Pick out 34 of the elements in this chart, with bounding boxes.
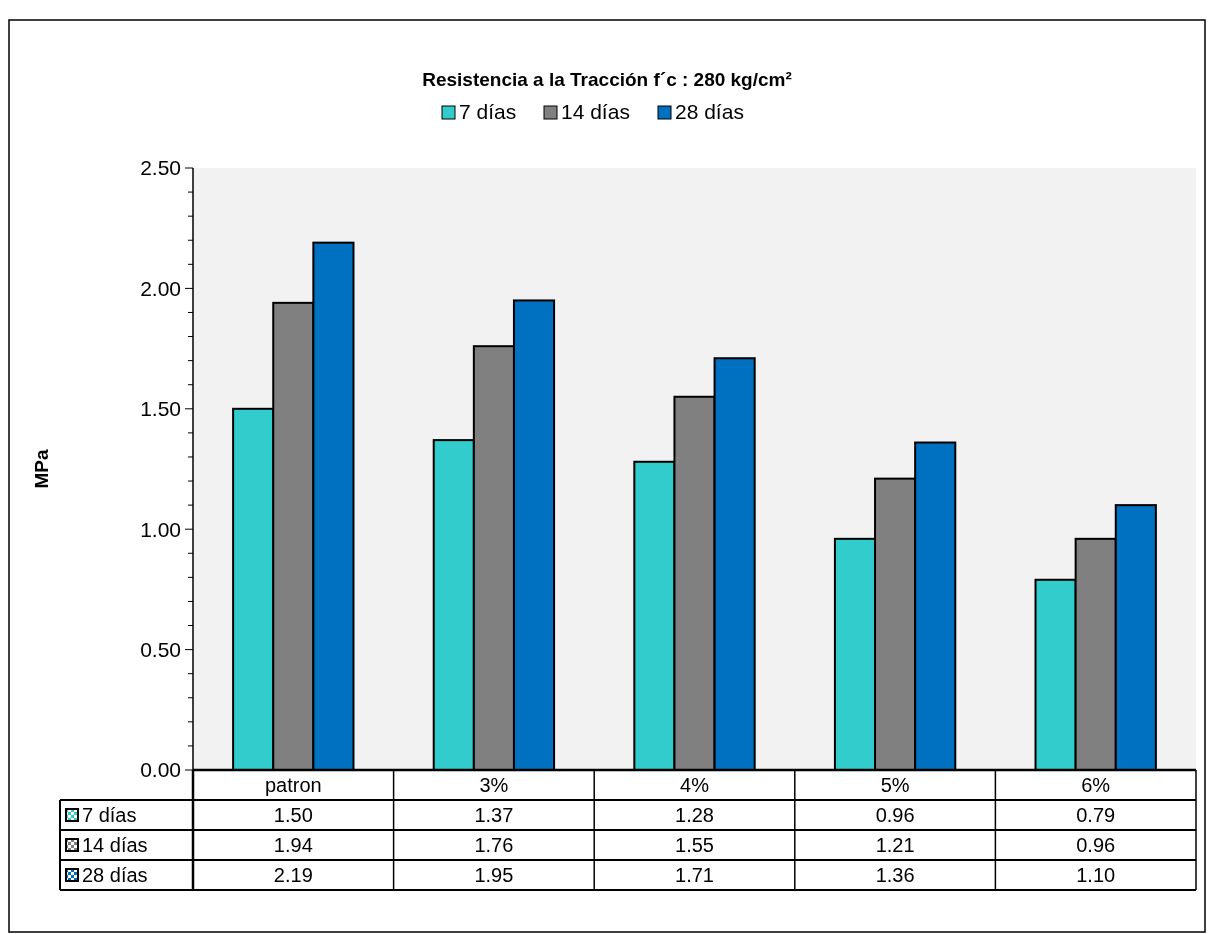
data-label: 1.94 xyxy=(273,834,313,856)
legend-label: 7 días xyxy=(459,100,517,123)
x-tick-label: 3% xyxy=(479,774,509,796)
x-tick-label: 5% xyxy=(880,774,910,796)
y-tick-label: 0.50 xyxy=(140,637,181,661)
y-tick-label: 2.00 xyxy=(140,276,181,300)
data-label: 1.28 xyxy=(675,804,714,826)
data-label: 0.96 xyxy=(875,804,915,826)
data-label: 1.36 xyxy=(875,864,915,886)
data-label: 1.50 xyxy=(273,804,313,826)
legend-label: 28 días xyxy=(675,100,744,123)
y-tick-label: 1.00 xyxy=(140,517,181,541)
text: 7 días xyxy=(82,804,137,826)
x-tick-label: 6% xyxy=(1081,774,1111,796)
data-label: 2.19 xyxy=(273,864,313,886)
data-label: 1.55 xyxy=(675,834,714,856)
y-tick-label: 1.50 xyxy=(140,397,181,421)
x-tick-label: patron xyxy=(264,774,322,796)
data-label: 1.71 xyxy=(675,864,714,886)
data-label: 1.37 xyxy=(474,804,514,826)
y-tick-label: 2.50 xyxy=(140,156,181,180)
y-axis-title: MPa xyxy=(31,449,52,489)
data-label: 0.96 xyxy=(1076,834,1116,856)
data-label: 1.76 xyxy=(474,834,514,856)
chart-title: Resistencia a la Tracción f´c : 280 kg/cm² xyxy=(422,69,792,90)
y-tick-label: 0.00 xyxy=(140,758,181,782)
data-label: 1.10 xyxy=(1076,864,1116,886)
text: 28 días xyxy=(82,864,148,886)
text: 14 días xyxy=(82,834,148,856)
data-label: 1.21 xyxy=(875,834,915,856)
data-label: 0.79 xyxy=(1076,804,1116,826)
data-label: 1.95 xyxy=(474,864,514,886)
legend-label: 14 días xyxy=(561,100,630,123)
x-tick-label: 4% xyxy=(680,774,710,796)
